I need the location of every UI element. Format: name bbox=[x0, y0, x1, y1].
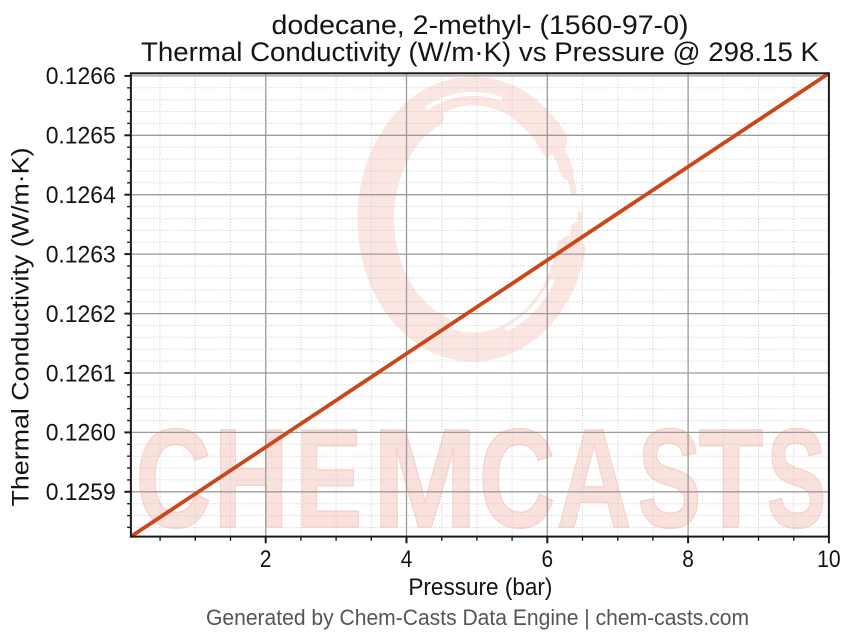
svg-text:T: T bbox=[699, 400, 764, 557]
svg-text:C: C bbox=[136, 400, 212, 557]
svg-text:C: C bbox=[479, 400, 556, 557]
svg-text:0.1259: 0.1259 bbox=[46, 479, 116, 506]
svg-text:E: E bbox=[296, 400, 363, 557]
svg-text:Pressure (bar): Pressure (bar) bbox=[408, 574, 552, 601]
svg-text:2: 2 bbox=[260, 546, 272, 573]
svg-text:4: 4 bbox=[401, 546, 413, 573]
svg-text:0.1264: 0.1264 bbox=[46, 182, 116, 209]
svg-text:A: A bbox=[557, 400, 632, 557]
svg-text:8: 8 bbox=[682, 546, 694, 573]
svg-text:H: H bbox=[214, 400, 289, 557]
svg-text:M: M bbox=[373, 400, 478, 557]
svg-text:0.1263: 0.1263 bbox=[46, 242, 116, 269]
svg-text:Generated by Chem-Casts Data E: Generated by Chem-Casts Data Engine | ch… bbox=[206, 605, 749, 630]
svg-text:0.1261: 0.1261 bbox=[46, 360, 116, 387]
svg-text:S: S bbox=[767, 400, 827, 557]
svg-text:0.1262: 0.1262 bbox=[46, 301, 116, 328]
svg-text:10: 10 bbox=[817, 546, 841, 573]
svg-text:Thermal Conductivity (W/m·K): Thermal Conductivity (W/m·K) bbox=[8, 148, 35, 507]
svg-text:6: 6 bbox=[542, 546, 554, 573]
svg-text:0.1265: 0.1265 bbox=[46, 123, 116, 150]
svg-text:0.1266: 0.1266 bbox=[46, 63, 116, 90]
svg-text:0.1260: 0.1260 bbox=[46, 420, 116, 447]
svg-text:dodecane, 2-methyl- (1560-97-0: dodecane, 2-methyl- (1560-97-0) bbox=[272, 10, 689, 40]
svg-text:Thermal Conductivity (W/m·K) v: Thermal Conductivity (W/m·K) vs Pressure… bbox=[141, 37, 819, 67]
svg-text:S: S bbox=[638, 400, 702, 557]
